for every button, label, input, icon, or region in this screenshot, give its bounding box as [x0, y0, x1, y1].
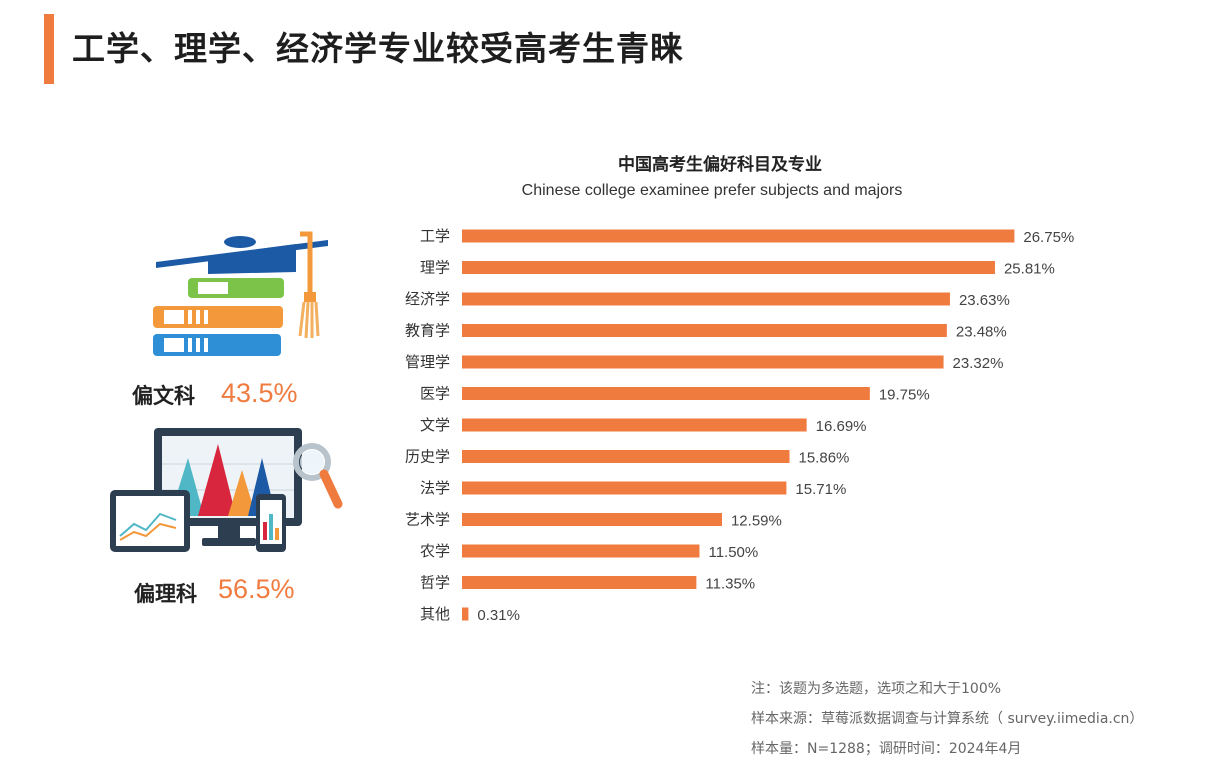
note-multiple-choice: 注：该题为多选题，选项之和大于100% — [751, 681, 1002, 697]
value-label: 23.63% — [959, 292, 1010, 309]
bar — [462, 418, 807, 432]
data-charts-devices-icon — [110, 428, 343, 552]
note-sample-size: 样本量：N=1288；调研时间：2024年4月 — [751, 741, 1022, 757]
category-label: 经济学 — [405, 290, 450, 308]
books-graduation-cap-icon — [153, 231, 328, 356]
chart-subtitle: Chinese college examinee prefer subjects… — [521, 182, 903, 199]
value-label: 0.31% — [477, 607, 520, 624]
value-label: 19.75% — [879, 387, 930, 404]
category-label: 艺术学 — [405, 511, 450, 529]
bar — [462, 607, 469, 621]
value-label: 11.35% — [705, 576, 755, 593]
value-label: 26.75% — [1023, 229, 1074, 246]
value-label: 25.81% — [1004, 261, 1055, 278]
bar — [462, 292, 950, 306]
value-label: 15.86% — [799, 450, 850, 467]
chart-title: 中国高考生偏好科目及专业 — [618, 155, 822, 175]
category-label: 哲学 — [420, 574, 450, 592]
value-label: 16.69% — [816, 418, 867, 435]
bar — [462, 544, 700, 558]
page-title: 工学、理学、经济学专业较受高考生青睐 — [72, 29, 684, 68]
category-label: 医学 — [420, 385, 450, 403]
category-label: 管理学 — [405, 353, 450, 371]
value-label: 23.48% — [956, 324, 1007, 341]
value-label: 23.32% — [953, 355, 1004, 372]
category-label: 理学 — [420, 259, 450, 277]
category-label: 其他 — [420, 605, 450, 623]
category-label: 农学 — [420, 542, 450, 560]
category-label: 工学 — [420, 227, 450, 245]
bar — [462, 513, 722, 526]
bar — [462, 450, 790, 463]
bar — [462, 576, 697, 589]
liberal-arts-value: 43.5% — [221, 378, 298, 408]
category-label: 历史学 — [405, 448, 450, 466]
science-value: 56.5% — [218, 574, 295, 604]
value-label: 12.59% — [731, 513, 782, 530]
value-label: 15.71% — [795, 481, 846, 498]
bar — [462, 229, 1015, 243]
title-accent-bar — [44, 14, 54, 84]
value-label: 11.50% — [708, 544, 758, 561]
bar — [462, 387, 870, 400]
note-sample-source: 样本来源：草莓派数据调查与计算系统（ survey.iimedia.cn） — [751, 711, 1144, 727]
bar — [462, 324, 947, 337]
science-label: 偏理科 — [134, 582, 197, 606]
category-label: 教育学 — [405, 322, 450, 340]
category-label: 法学 — [420, 479, 450, 497]
bar — [462, 261, 995, 274]
bar — [462, 481, 787, 495]
liberal-arts-label: 偏文科 — [132, 384, 195, 408]
bar — [462, 355, 944, 369]
category-label: 文学 — [420, 416, 450, 434]
